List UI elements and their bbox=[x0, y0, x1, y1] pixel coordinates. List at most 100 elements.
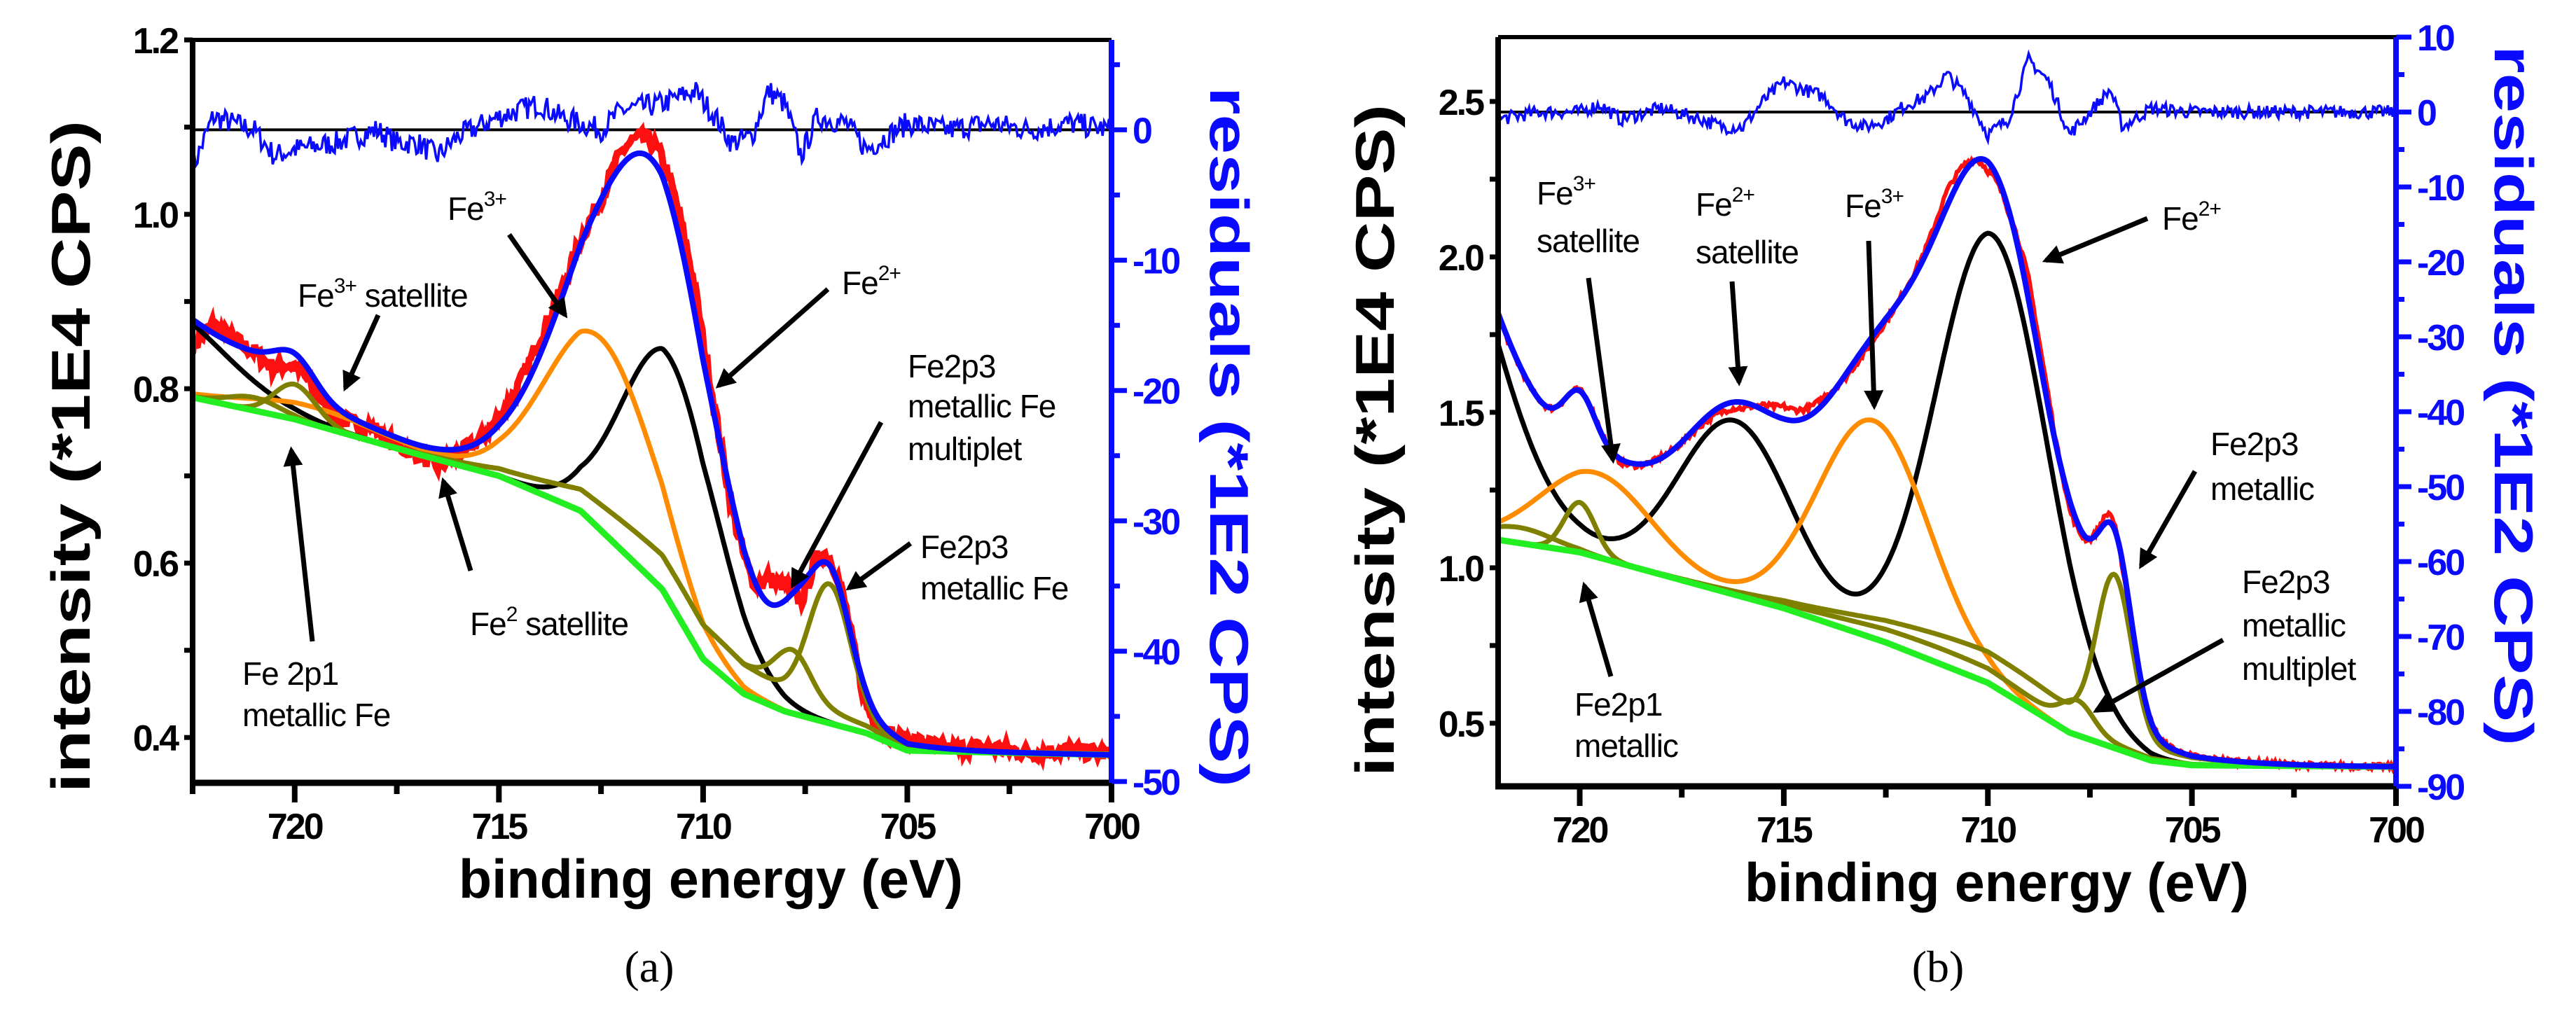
annotation-text: metallic bbox=[2242, 607, 2346, 643]
annotation-2: Fe3+ satellite bbox=[298, 274, 469, 392]
annotation-superscript: 2+ bbox=[1732, 183, 1755, 207]
y2-tick-label: -20 bbox=[1133, 372, 1179, 412]
annotation-arrow bbox=[1728, 281, 1748, 387]
annotation-label: Fe2+ bbox=[2162, 197, 2221, 237]
y2-tick-label: -40 bbox=[2417, 393, 2464, 433]
annotation-label: multiplet bbox=[2242, 650, 2357, 687]
annotation-text: Fe bbox=[470, 606, 506, 642]
annotation-arrow bbox=[2042, 216, 2149, 264]
x-tick-label: 710 bbox=[676, 807, 731, 847]
annotation-label: Fe2p3 bbox=[920, 529, 1008, 565]
y-tick-label: 2.0 bbox=[1439, 238, 1483, 279]
annotation-1: Fe3+ satellite bbox=[1537, 172, 1640, 464]
y2-tick-label: -10 bbox=[1133, 242, 1179, 282]
annotation-text: Fe bbox=[1845, 188, 1881, 224]
annotation-1: Fe3+ bbox=[448, 188, 568, 319]
residual-line bbox=[1498, 49, 2396, 146]
annotation-6: Fe2p3 metallic multiplet bbox=[2093, 564, 2357, 714]
y-tick-label: 0.4 bbox=[133, 718, 179, 759]
annotation-label: Fe3+ bbox=[448, 188, 506, 227]
annotation-text: satellite bbox=[1696, 234, 1799, 270]
annotation-label: Fe3+ bbox=[1537, 172, 1595, 211]
annotation-arrow bbox=[438, 477, 473, 572]
annotation-arrow bbox=[283, 446, 315, 642]
annotation-4: Fe2p3 metallic Fe multiplet bbox=[790, 348, 1056, 589]
x-tick-label: 705 bbox=[880, 807, 936, 847]
annotation-suffix: satellite bbox=[356, 277, 468, 314]
annotation-superscript: 2+ bbox=[878, 262, 901, 285]
annotation-text: metallic Fe bbox=[242, 697, 390, 733]
residual-line bbox=[193, 82, 1112, 181]
y-tick-label: 1.5 bbox=[1439, 394, 1484, 434]
annotation-4: Fe2+ bbox=[2042, 197, 2222, 264]
annotation-superscript: 3+ bbox=[1573, 172, 1596, 195]
y2-tick-label: -60 bbox=[2417, 543, 2464, 583]
annotation-label: Fe2p3 bbox=[2242, 564, 2329, 600]
annotation-text: Fe bbox=[1696, 186, 1732, 223]
y-tick-label: 2.5 bbox=[1439, 83, 1484, 123]
annotation-label: Fe2p3 bbox=[908, 348, 995, 384]
annotation-text: Fe2p3 bbox=[2242, 564, 2329, 600]
x-tick-label: 720 bbox=[268, 807, 323, 847]
annotation-arrow bbox=[1586, 277, 1621, 464]
annotation-superscript: 2 bbox=[506, 603, 518, 626]
annotation-arrow bbox=[507, 233, 568, 319]
annotation-text: metallic Fe bbox=[908, 388, 1055, 424]
annotation-label: Fe3+ bbox=[1845, 185, 1904, 224]
x-tick-label: 715 bbox=[1757, 810, 1813, 851]
annotation-superscript: 3+ bbox=[1881, 185, 1904, 208]
annotation-text: metallic bbox=[1574, 728, 1678, 764]
plot-area-b bbox=[1498, 49, 2396, 774]
y2-tick-label: -30 bbox=[2417, 318, 2464, 359]
annotation-text: Fe 2p1 bbox=[242, 655, 338, 692]
y-tick-label: 1.2 bbox=[133, 21, 178, 62]
y-tick-label: 1.0 bbox=[1439, 549, 1483, 590]
annotation-label: Fe 2p1 bbox=[242, 655, 338, 692]
annotation-label: multiplet bbox=[908, 431, 1023, 467]
y2-tick-label: -90 bbox=[2417, 767, 2464, 808]
annotation-superscript: 3+ bbox=[334, 274, 357, 298]
annotation-label: metallic bbox=[2242, 607, 2346, 643]
annotation-text: multiplet bbox=[908, 431, 1023, 467]
annotation-text: multiplet bbox=[2242, 650, 2357, 687]
annotation-label: Fe2+ bbox=[842, 262, 901, 301]
y2-tick-label: -50 bbox=[2417, 468, 2464, 508]
annotation-6: Fe2 satellite bbox=[438, 477, 629, 642]
panel-b: 720 715 710 705 700 0.5 1.0 1.5 2.0 2.5 10 0 -10 -20 -… bbox=[1344, 18, 2544, 991]
annotation-text: metallic Fe bbox=[920, 570, 1068, 606]
annotation-label: metallic bbox=[1574, 728, 1678, 764]
annotation-arrow bbox=[342, 314, 381, 392]
x-tick-label: 700 bbox=[2369, 810, 2424, 851]
y2-tick-label: 0 bbox=[2417, 93, 2436, 134]
panel-label-b: (b) bbox=[1912, 942, 1965, 991]
annotation-text: Fe bbox=[298, 277, 334, 314]
y2-tick-label: -20 bbox=[2417, 243, 2464, 284]
annotation-text: Fe2p3 bbox=[2210, 426, 2298, 462]
y2-axis-title-a: residuals (*1E2 CPS) bbox=[1198, 87, 1260, 787]
annotation-superscript: 2+ bbox=[2198, 197, 2222, 221]
y2-tick-label: -70 bbox=[2417, 618, 2464, 658]
annotation-7: Fe2p1 metallic bbox=[1574, 581, 1679, 764]
axes-b: 720 715 710 705 700 0.5 1.0 1.5 2.0 2.5 10 0 -10 -20 -… bbox=[1439, 18, 2467, 851]
envelope-fit-line bbox=[193, 150, 1111, 758]
y2-tick-label: 10 bbox=[2417, 18, 2454, 59]
annotation-superscript: 3+ bbox=[484, 188, 507, 211]
y-axis-title-a: intensity (*1E4 CPS) bbox=[40, 120, 102, 793]
annotation-text: Fe bbox=[448, 190, 484, 227]
annotation-3: Fe3+ bbox=[1845, 185, 1904, 410]
annotation-5: Fe2p3 metallic bbox=[2138, 426, 2315, 569]
x-tick-label: 720 bbox=[1553, 810, 1608, 851]
y2-tick-label: -40 bbox=[1133, 632, 1179, 673]
annotation-label: satellite bbox=[1696, 234, 1799, 270]
panel-a: 720 715 710 705 700 0.4 0.6 0.8 1.0 1.2 0 -10 -20 -30… bbox=[40, 21, 1260, 991]
annotation-arrow bbox=[715, 287, 830, 389]
annotation-label: Fe2 satellite bbox=[470, 603, 628, 642]
measured-data-line bbox=[193, 122, 1112, 772]
annotation-text: Fe bbox=[842, 265, 878, 301]
y-tick-label: 0.6 bbox=[133, 544, 179, 585]
y2-tick-label: -10 bbox=[2417, 168, 2464, 209]
annotation-arrow bbox=[1864, 240, 1884, 410]
y-tick-label: 1.0 bbox=[133, 195, 178, 236]
